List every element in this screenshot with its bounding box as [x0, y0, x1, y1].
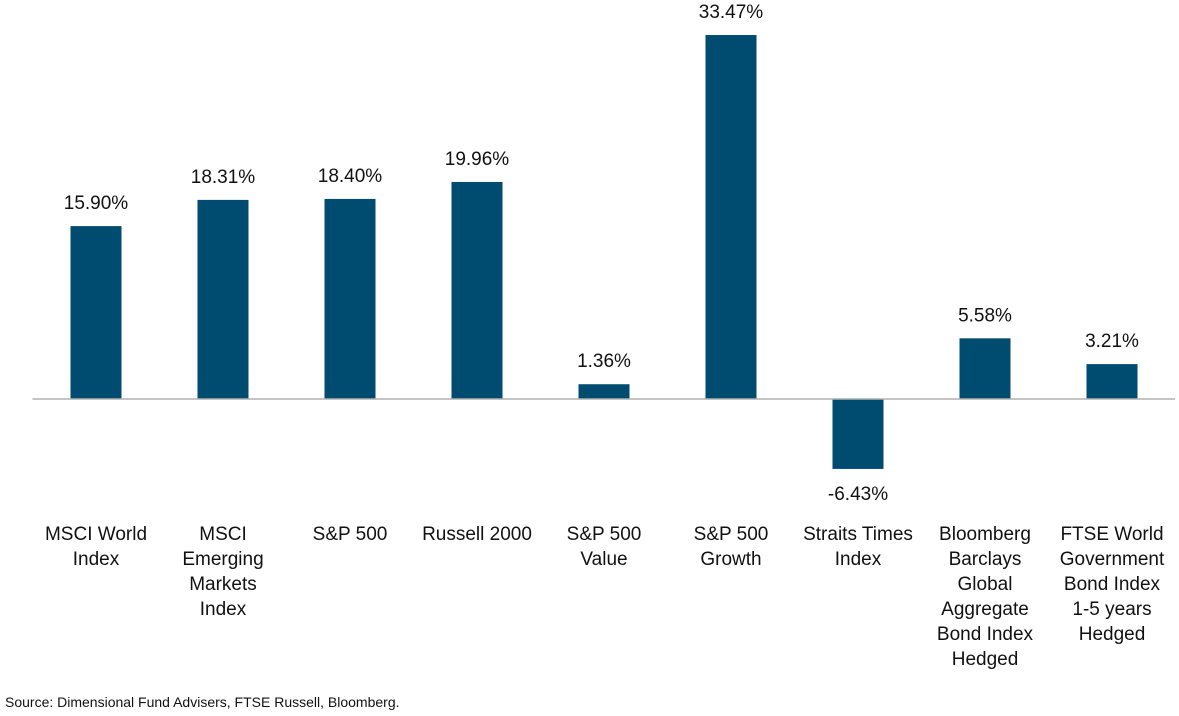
bar — [578, 384, 630, 400]
x-tick-label: Russell 2000 — [422, 524, 532, 545]
source-note: Source: Dimensional Fund Advisers, FTSE … — [5, 694, 400, 710]
data-label: 19.96% — [445, 149, 510, 170]
bar — [197, 199, 249, 400]
data-label: 3.21% — [1085, 331, 1139, 352]
x-tick-label: S&P 500 Growth — [693, 524, 769, 570]
bar — [832, 399, 884, 469]
x-tick-label: S&P 500 — [312, 524, 388, 545]
data-label: 18.40% — [318, 166, 383, 187]
data-label: 5.58% — [958, 305, 1012, 326]
bar — [451, 181, 503, 400]
bar — [959, 338, 1011, 400]
x-tick-label: Bloomberg Barclays Global Aggregate Bond… — [936, 524, 1034, 670]
bar — [324, 198, 376, 400]
data-label: 18.31% — [191, 167, 256, 188]
x-tick-label: Straits Times Index — [803, 524, 913, 570]
bar — [70, 226, 122, 400]
x-tick-label: FTSE World Government Bond Index 1-5 yea… — [1059, 524, 1165, 645]
bar — [1086, 364, 1138, 400]
x-tick-label: S&P 500 Value — [566, 524, 642, 570]
data-label: -6.43% — [828, 484, 888, 505]
x-tick-label: MSCI World Index — [44, 524, 148, 570]
data-label: 1.36% — [577, 351, 631, 372]
bar — [705, 35, 757, 400]
data-label: 15.90% — [64, 193, 129, 214]
x-tick-label: MSCI Emerging Markets Index — [182, 524, 264, 620]
data-label: 33.47% — [699, 2, 764, 23]
